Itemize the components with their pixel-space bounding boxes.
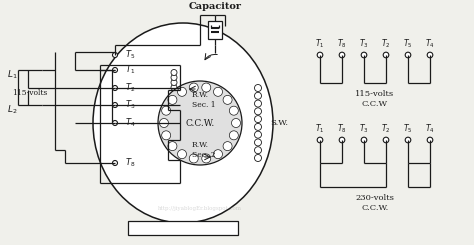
Circle shape xyxy=(255,116,262,122)
Circle shape xyxy=(255,85,262,91)
Text: $T_2$: $T_2$ xyxy=(381,123,391,135)
Circle shape xyxy=(317,137,323,143)
Circle shape xyxy=(112,121,118,125)
Text: $T_3$: $T_3$ xyxy=(359,123,369,135)
Text: $T_8$: $T_8$ xyxy=(337,38,347,50)
Text: 115-volts: 115-volts xyxy=(12,89,48,97)
Text: $T_5$: $T_5$ xyxy=(403,38,413,50)
Text: Capacitor: Capacitor xyxy=(189,2,241,12)
Circle shape xyxy=(255,108,262,115)
Bar xyxy=(208,21,222,39)
Text: $T_4$: $T_4$ xyxy=(425,123,435,135)
Circle shape xyxy=(171,120,177,125)
Circle shape xyxy=(255,100,262,107)
Circle shape xyxy=(229,131,238,140)
Circle shape xyxy=(112,86,118,90)
Text: 230-volts
C.C.W.: 230-volts C.C.W. xyxy=(356,194,394,212)
Circle shape xyxy=(189,154,198,163)
Circle shape xyxy=(171,130,177,135)
Text: C.C.W.: C.C.W. xyxy=(185,119,215,127)
Circle shape xyxy=(383,52,389,58)
Ellipse shape xyxy=(93,23,273,223)
Text: http://jiyablogEr.blogspot.com: http://jiyablogEr.blogspot.com xyxy=(158,206,242,211)
Circle shape xyxy=(168,95,177,104)
Circle shape xyxy=(405,137,411,143)
Circle shape xyxy=(231,119,240,127)
Circle shape xyxy=(339,52,345,58)
Text: $T_1$: $T_1$ xyxy=(315,123,325,135)
Circle shape xyxy=(317,52,323,58)
Circle shape xyxy=(112,102,118,108)
Circle shape xyxy=(171,74,177,81)
Circle shape xyxy=(158,81,242,165)
Circle shape xyxy=(405,52,411,58)
Circle shape xyxy=(112,68,118,73)
Circle shape xyxy=(255,123,262,130)
Circle shape xyxy=(361,52,367,58)
Text: S.W.: S.W. xyxy=(270,119,288,127)
Circle shape xyxy=(255,131,262,138)
Text: R.W.
Sec. 1: R.W. Sec. 1 xyxy=(192,91,216,109)
Text: $T_8$: $T_8$ xyxy=(337,123,347,135)
Text: $T_4$: $T_4$ xyxy=(425,38,435,50)
Circle shape xyxy=(213,150,222,159)
Circle shape xyxy=(255,147,262,154)
Circle shape xyxy=(189,83,198,92)
Circle shape xyxy=(202,154,211,163)
Text: R.W.
Sec. 2: R.W. Sec. 2 xyxy=(192,141,216,159)
Circle shape xyxy=(255,92,262,99)
Text: $T_4$: $T_4$ xyxy=(125,117,136,129)
Circle shape xyxy=(171,79,177,86)
Text: $T_3$: $T_3$ xyxy=(359,38,369,50)
Circle shape xyxy=(171,135,177,140)
Text: $T_5$: $T_5$ xyxy=(403,123,413,135)
Circle shape xyxy=(427,137,433,143)
Circle shape xyxy=(177,150,186,159)
Circle shape xyxy=(177,87,186,96)
Text: $L_2$: $L_2$ xyxy=(7,104,17,116)
Circle shape xyxy=(171,85,177,90)
Circle shape xyxy=(229,106,238,115)
Circle shape xyxy=(223,95,232,104)
Circle shape xyxy=(255,139,262,146)
Text: $T_5$: $T_5$ xyxy=(125,49,135,61)
Circle shape xyxy=(171,70,177,75)
Circle shape xyxy=(162,131,171,140)
Text: 115-volts
C.C.W: 115-volts C.C.W xyxy=(356,90,394,108)
Text: $T_2$: $T_2$ xyxy=(125,82,135,94)
Text: $T_2$: $T_2$ xyxy=(381,38,391,50)
Circle shape xyxy=(202,83,211,92)
Circle shape xyxy=(427,52,433,58)
Circle shape xyxy=(383,137,389,143)
Bar xyxy=(128,221,238,235)
Circle shape xyxy=(168,142,177,151)
Circle shape xyxy=(339,137,345,143)
Circle shape xyxy=(159,119,168,127)
Circle shape xyxy=(112,160,118,166)
Circle shape xyxy=(162,106,171,115)
Text: $T_3$: $T_3$ xyxy=(125,99,136,111)
Text: $T_8$: $T_8$ xyxy=(125,157,136,169)
Circle shape xyxy=(361,137,367,143)
Circle shape xyxy=(112,52,118,58)
Circle shape xyxy=(213,87,222,96)
Text: $T_1$: $T_1$ xyxy=(315,38,325,50)
Circle shape xyxy=(223,142,232,151)
Text: $T_1$: $T_1$ xyxy=(125,64,135,76)
Text: $L_1$: $L_1$ xyxy=(7,69,17,81)
Circle shape xyxy=(255,155,262,161)
Circle shape xyxy=(171,124,177,131)
